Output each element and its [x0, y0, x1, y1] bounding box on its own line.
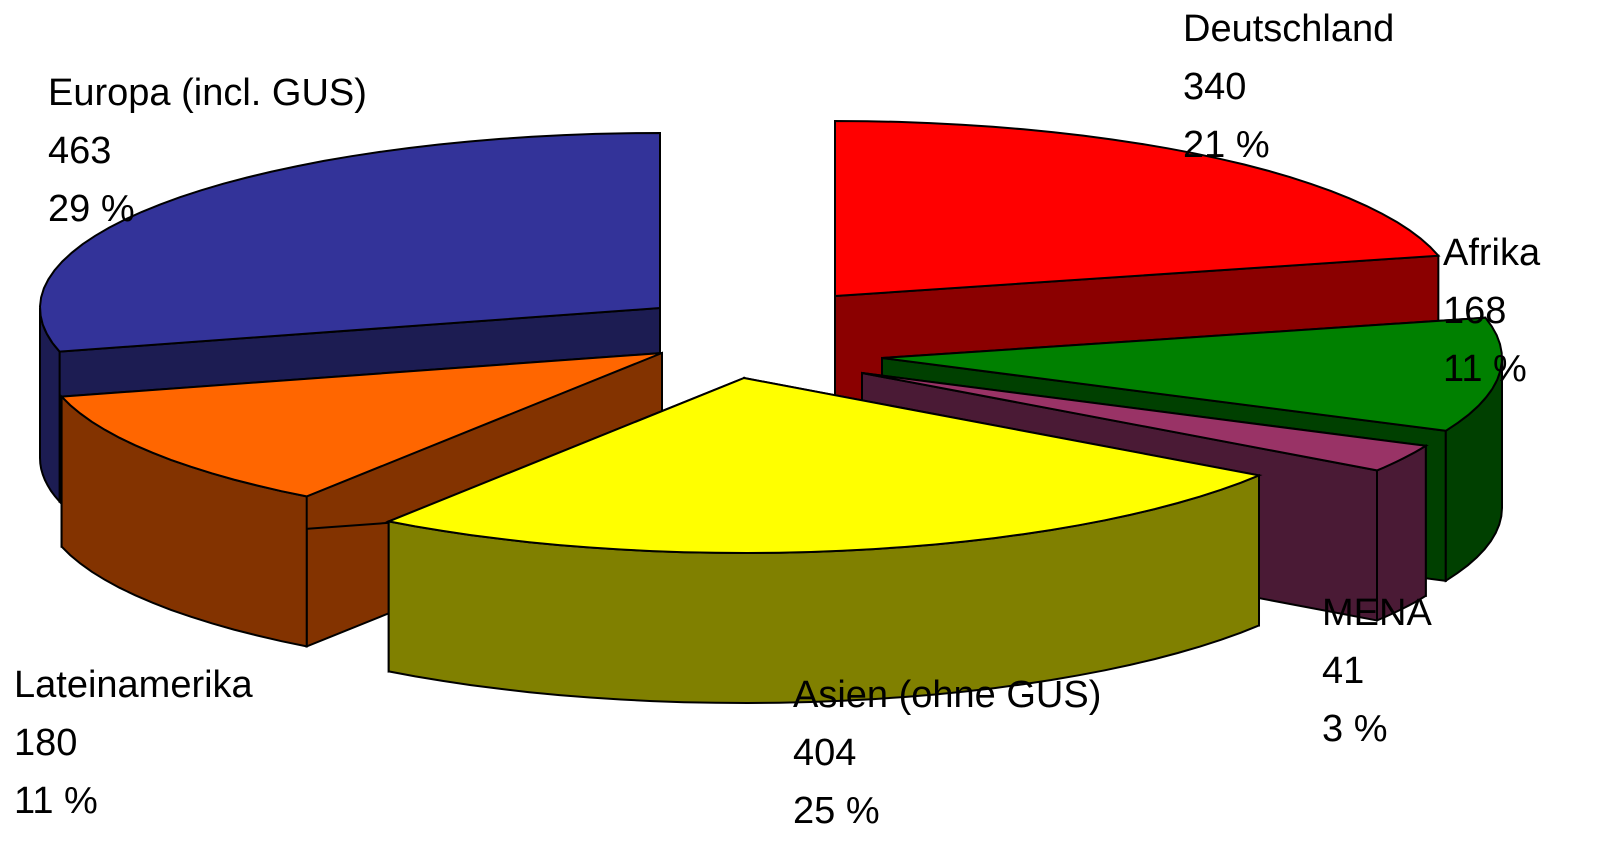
slice-4-top	[59, 352, 663, 498]
label-europa-name: Europa (incl. GUS)	[48, 72, 367, 114]
label-afrika-percent: 11 %	[1443, 348, 1527, 390]
label-asien-name: Asien (ohne GUS)	[793, 674, 1102, 716]
label-mena: MENA 41 3 %	[1322, 584, 1432, 758]
label-asien: Asien (ohne GUS) 404 25 %	[793, 666, 1101, 840]
slice-1-top	[881, 316, 1503, 432]
label-mena-value: 41	[1322, 650, 1365, 692]
label-asien-value: 404	[793, 732, 857, 774]
label-lateinamerika-value: 180	[14, 722, 78, 764]
slice-3	[385, 376, 1263, 705]
label-deutschland-value: 340	[1183, 66, 1247, 108]
label-mena-name: MENA	[1322, 592, 1432, 634]
label-europa-percent: 29 %	[48, 188, 135, 230]
label-deutschland-percent: 21 %	[1183, 124, 1270, 166]
label-deutschland-name: Deutschland	[1183, 8, 1395, 50]
label-lateinamerika: Lateinamerika 180 11 %	[14, 656, 253, 830]
label-afrika-name: Afrika	[1443, 232, 1541, 274]
label-afrika-value: 168	[1443, 290, 1507, 332]
label-afrika: Afrika 168 11 %	[1443, 224, 1540, 398]
label-lateinamerika-percent: 11 %	[14, 780, 98, 822]
label-mena-percent: 3 %	[1322, 708, 1388, 750]
slice-5-top	[38, 131, 661, 353]
slice-0-top	[834, 119, 1441, 298]
slice-2-top	[861, 372, 1429, 472]
label-asien-percent: 25 %	[793, 790, 880, 832]
label-lateinamerika-name: Lateinamerika	[14, 664, 253, 706]
label-europa-value: 463	[48, 130, 112, 172]
slice-3-top	[385, 376, 1263, 555]
label-europa: Europa (incl. GUS) 463 29 %	[48, 64, 367, 238]
label-deutschland: Deutschland 340 21 %	[1183, 0, 1394, 174]
